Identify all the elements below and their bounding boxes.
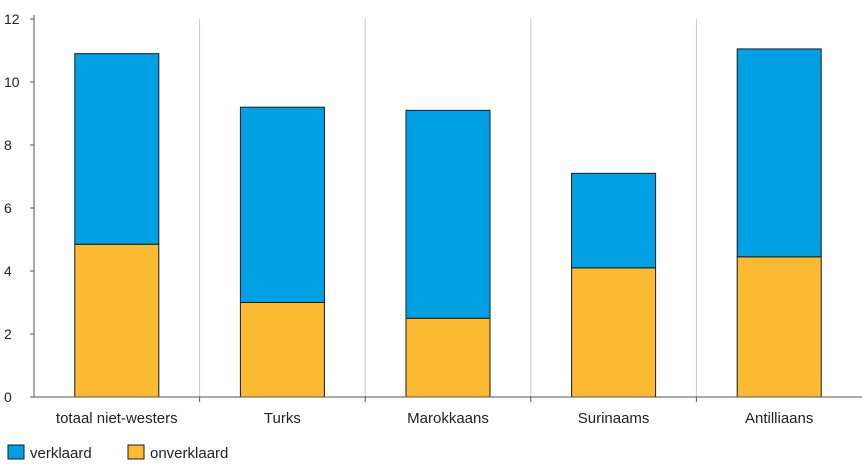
y-tick-label: 8 bbox=[4, 137, 12, 153]
bar-verklaard bbox=[239, 106, 325, 303]
grid-lines bbox=[199, 19, 697, 397]
x-tick-label: totaal niet-westers bbox=[56, 410, 178, 427]
y-tick-label: 12 bbox=[4, 11, 20, 27]
bar-onverklaard bbox=[571, 267, 657, 398]
bar-onverklaard bbox=[405, 317, 491, 398]
x-tick-label: Marokkaans bbox=[407, 410, 489, 427]
y-tick-label: 2 bbox=[4, 326, 12, 342]
bar-verklaard bbox=[736, 48, 822, 258]
x-tick-label: Antilliaans bbox=[745, 410, 813, 427]
y-tick-label: 10 bbox=[4, 74, 20, 90]
y-tick-label: 6 bbox=[4, 200, 12, 216]
bar-verklaard bbox=[74, 53, 160, 245]
bar-onverklaard bbox=[239, 302, 325, 398]
legend-label-onverklaard: onverklaard bbox=[150, 445, 228, 462]
bar-onverklaard bbox=[736, 256, 822, 398]
legend-swatch-verklaard bbox=[7, 444, 25, 460]
legend-swatch-onverklaard bbox=[127, 444, 145, 460]
x-tick-label: Surinaams bbox=[578, 410, 650, 427]
bars bbox=[74, 48, 822, 398]
bar-verklaard bbox=[571, 172, 657, 269]
legend: verklaard onverklaard bbox=[7, 444, 228, 462]
x-tick-label: Turks bbox=[264, 410, 301, 427]
bar-onverklaard bbox=[74, 243, 160, 398]
bar-verklaard bbox=[405, 109, 491, 319]
y-tick-label: 4 bbox=[4, 263, 12, 279]
axes: 0 2 4 6 8 10 12 totaal niet-westers Turks Marokka… bbox=[4, 11, 862, 427]
y-tick-label: 0 bbox=[4, 389, 12, 405]
legend-label-verklaard: verklaard bbox=[30, 445, 92, 462]
